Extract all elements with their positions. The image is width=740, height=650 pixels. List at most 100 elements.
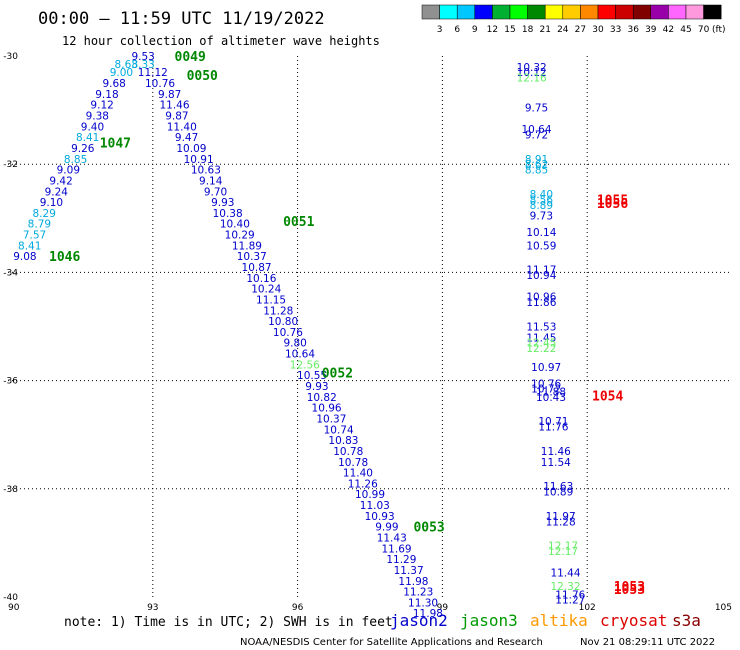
data-point-label: 10.76 xyxy=(273,327,303,339)
data-point-label: 9.08 xyxy=(13,251,36,263)
data-point-label: 9.40 xyxy=(81,121,104,133)
time-label: 0052 xyxy=(322,366,353,381)
data-point-label: 12.17 xyxy=(548,541,578,553)
data-point-label: 11.40 xyxy=(167,121,197,133)
time-label: 0053 xyxy=(413,521,444,536)
data-point-label: 9.14 xyxy=(199,175,223,187)
data-point-label: 10.94 xyxy=(526,270,556,282)
data-point-label: 9.99 xyxy=(375,522,398,534)
time-label: 0051 xyxy=(283,215,314,230)
data-point-label: 8.91 xyxy=(525,154,548,166)
data-point-label: 8.62 xyxy=(525,159,548,171)
data-point-label: 10.97 xyxy=(531,362,561,374)
data-point-label: 10.78 xyxy=(333,446,363,458)
data-point-label: 11.26 xyxy=(348,478,378,490)
y-tick-label: -38 xyxy=(3,485,18,495)
legend: jason2 jason3 altika cryosat s3a xyxy=(390,611,701,630)
data-point-label: 10.76 xyxy=(145,78,175,90)
data-point-label: 11.12 xyxy=(138,67,168,79)
data-point-label: 10.14 xyxy=(526,227,556,239)
data-point-label: 11.86 xyxy=(526,297,556,309)
legend-jason2: jason2 xyxy=(390,611,448,630)
data-point-label: 11.28 xyxy=(263,305,293,317)
colorbar-swatch xyxy=(668,4,687,20)
data-point-label: 10.89 xyxy=(543,487,573,499)
data-point-label: 10.96 xyxy=(312,403,342,415)
data-point-label: 9.93 xyxy=(305,381,328,393)
data-point-label: 10.72 xyxy=(531,384,561,396)
x-tick-label: 93 xyxy=(147,603,158,613)
data-point-label: 10.32 xyxy=(517,62,547,74)
data-point-label: 11.76 xyxy=(555,589,585,601)
colorbar-label: 3 xyxy=(437,25,443,35)
time-label: 1053 xyxy=(614,583,645,598)
data-point-label: 9.18 xyxy=(95,89,118,101)
colorbar-swatch xyxy=(615,4,634,20)
data-point-label: 11.03 xyxy=(360,500,390,512)
time-label: 1055 xyxy=(597,193,628,208)
data-point-label: 9.75 xyxy=(525,102,548,114)
legend-jason3: jason3 xyxy=(460,611,518,630)
colorbar-label: 18 xyxy=(522,25,534,35)
data-point-label: 10.64 xyxy=(521,124,551,136)
data-points: 9.538.638.339.00 11.12 9.68 10.76 9.18 9.87 9.… xyxy=(13,51,585,620)
colorbar-label: 21 xyxy=(539,25,550,35)
data-point-label: 11.63 xyxy=(543,481,573,493)
data-point-label: 11.30 xyxy=(408,597,438,609)
data-point-label: 11.54 xyxy=(541,457,571,469)
colorbar-label: 70 xyxy=(698,25,710,35)
colorbar-swatch xyxy=(474,4,493,20)
data-point-label: 10.40 xyxy=(220,219,250,231)
chart-subtitle: 12 hour collection of altimeter wave hei… xyxy=(62,34,380,48)
colorbar-swatch xyxy=(685,4,704,20)
data-point-label: 10.12 xyxy=(517,67,547,79)
data-point-label: 12.22 xyxy=(526,343,556,355)
data-point-label: 10.96 xyxy=(526,292,556,304)
axis-ticks: 90 93 96 99 102 105 -30 -32 -34 -36 -38 -40 xyxy=(3,52,732,613)
colorbar-swatch xyxy=(544,4,564,20)
data-point-label: 9.93 xyxy=(211,197,234,209)
data-point-label: 9.73 xyxy=(530,211,553,223)
data-point-label: 10.24 xyxy=(251,284,281,296)
data-point-label: 9.87 xyxy=(158,89,181,101)
time-label: 1053 xyxy=(614,580,645,595)
y-tick-label: -34 xyxy=(3,268,18,278)
data-point-label: 11.37 xyxy=(394,565,424,577)
data-point-label: 11.53 xyxy=(526,322,556,334)
data-point-label: 10.82 xyxy=(307,392,337,404)
colorbar-swatch xyxy=(527,4,546,20)
colorbar-label: 24 xyxy=(557,25,569,35)
x-tick-label: 99 xyxy=(437,603,449,613)
data-point-label: 11.44 xyxy=(550,568,580,580)
data-point-label: 11.46 xyxy=(159,100,189,112)
data-point-label: 10.43 xyxy=(536,392,566,404)
data-point-label: 10.78 xyxy=(338,457,368,469)
colorbar-unit: (ft) xyxy=(712,25,726,35)
data-point-label: 12.45 xyxy=(526,338,556,350)
data-point-label: 8.29 xyxy=(33,208,56,220)
colorbar-swatch xyxy=(580,4,599,20)
data-point-label: 9.10 xyxy=(40,197,63,209)
data-point-label: 10.87 xyxy=(242,262,272,274)
legend-cryosat: cryosat xyxy=(600,611,667,630)
colorbar-label: 36 xyxy=(627,25,639,35)
data-point-label: 11.88 xyxy=(536,386,566,398)
time-label: 0050 xyxy=(187,69,218,84)
data-point-label: 11.89 xyxy=(232,240,262,252)
data-point-label: 11.45 xyxy=(526,332,556,344)
data-point-label: 9.70 xyxy=(204,186,227,198)
data-point-label: 8.41 xyxy=(18,240,41,252)
colorbar-swatch xyxy=(632,4,652,20)
colorbar-swatch xyxy=(439,4,458,20)
footer-credit: NOAA/NESDIS Center for Satellite Applica… xyxy=(240,637,543,648)
data-point-label: 10.76 xyxy=(531,378,561,390)
x-tick-label: 105 xyxy=(715,603,732,613)
colorbar-label: 45 xyxy=(680,25,691,35)
data-point-label: 11.97 xyxy=(546,511,576,523)
data-point-label: 10.59 xyxy=(526,240,556,252)
data-point-label: 12.17 xyxy=(548,546,578,558)
data-point-label: 9.53 xyxy=(131,51,154,63)
colorbar-swatch xyxy=(703,4,722,20)
data-point-label: 10.09 xyxy=(176,143,206,155)
